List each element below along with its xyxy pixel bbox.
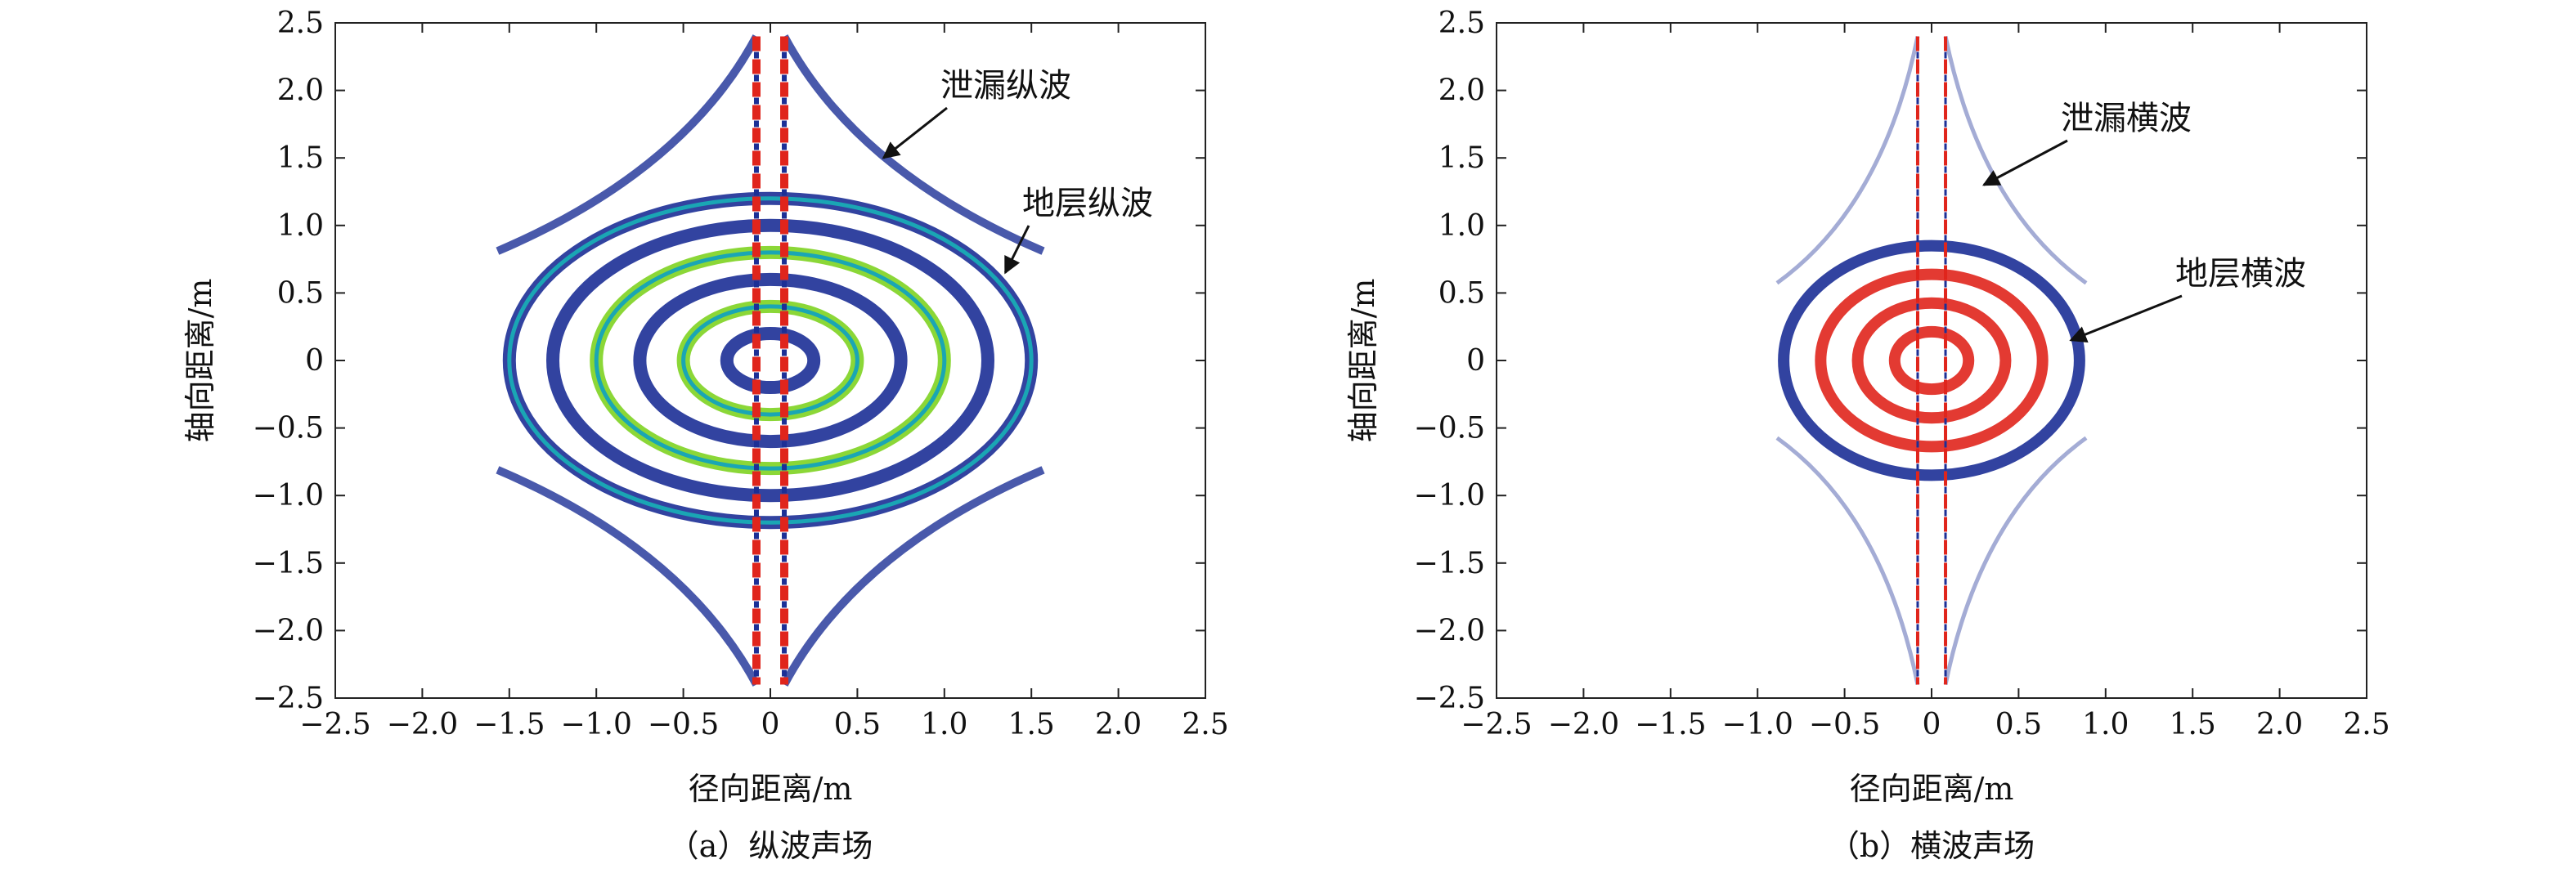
formation-wavefront-ring xyxy=(546,218,994,503)
x-tick-label: 1.5 xyxy=(1008,708,1055,741)
x-tick-label: 2.5 xyxy=(2343,708,2390,741)
formation-wavefront-ring xyxy=(1778,240,2085,481)
formation-wavefront-ring xyxy=(1888,325,1975,396)
y-tick-label: −1.5 xyxy=(1414,547,1485,580)
y-tick-label: 1.0 xyxy=(1438,209,1485,243)
panel-b-shear: −2.5 −2.0 −1.5 −1.0 −0.5 0 0.5 1.0 1.5 2.0 2.5 2.5 2… xyxy=(1345,7,2390,864)
panel-a-x-axis-label: 径向距离/m xyxy=(689,771,853,807)
x-tick-label: 2.0 xyxy=(1095,708,1142,741)
y-tick-label: −0.5 xyxy=(253,412,324,445)
x-tick-label: 1.5 xyxy=(2170,708,2216,741)
annotation-arrow xyxy=(882,106,948,159)
y-tick-label: 2.5 xyxy=(277,7,324,40)
x-tick-label: −0.5 xyxy=(1809,708,1880,741)
formation-wavefront-ring-inner xyxy=(594,250,947,471)
y-tick-label: 0.5 xyxy=(277,276,324,310)
panel-a-longitudinal: −2.5 −2.0 −1.5 −1.0 −0.5 0 0.5 1.0 1.5 2.0 2.5 2.5 2… xyxy=(182,7,1229,864)
x-tick-label: −1.0 xyxy=(1721,708,1793,741)
panel-a-caption: （a）纵波声场 xyxy=(668,828,873,864)
panel-b-x-axis-label: 径向距离/m xyxy=(1850,771,2014,807)
panel-b-ticks: −2.5 −2.0 −1.5 −1.0 −0.5 0 0.5 1.0 1.5 2.0 2.5 2.5 2… xyxy=(1414,7,2390,741)
x-tick-label: 1.0 xyxy=(2082,708,2129,741)
x-tick-label: 0 xyxy=(761,708,780,741)
y-tick-label: −0.5 xyxy=(1414,412,1485,445)
formation-wavefront-ring xyxy=(1851,297,2012,424)
y-tick-label: −2.0 xyxy=(1414,614,1485,647)
leaky-wave-cone xyxy=(1943,436,2088,685)
panel-b-caption: （b）横波声场 xyxy=(1829,828,2035,864)
x-tick-label: −2.5 xyxy=(299,708,370,741)
x-tick-label: 2.5 xyxy=(1182,708,1228,741)
x-tick-label: 0.5 xyxy=(1995,708,2042,741)
x-tick-label: −1.5 xyxy=(473,708,545,741)
x-tick-label: 0 xyxy=(1923,708,1941,741)
leaky-wave-cone xyxy=(496,34,761,255)
x-tick-label: 2.0 xyxy=(2256,708,2303,741)
x-tick-label: −0.5 xyxy=(648,708,719,741)
y-tick-label: 1.5 xyxy=(277,141,324,175)
annotation-label: 地层横波 xyxy=(2175,255,2306,293)
y-tick-label: −2.0 xyxy=(253,614,324,647)
formation-wavefront-ring xyxy=(633,272,908,449)
formation-wavefront-ring xyxy=(1815,268,2049,453)
panel-b-wavefield xyxy=(1775,36,2088,685)
x-tick-label: −2.0 xyxy=(387,708,458,741)
leaky-wave-cone xyxy=(1775,36,1920,285)
annotation-label: 泄漏纵波 xyxy=(940,67,1071,105)
leaky-wave-cone xyxy=(496,466,761,687)
panel-b-plot-frame xyxy=(1496,22,2367,699)
leaky-wave-cone xyxy=(1775,436,1920,685)
formation-wavefront-ring-inner xyxy=(507,196,1034,525)
y-tick-label: −1.0 xyxy=(1414,479,1485,513)
panel-a-plot-frame xyxy=(334,22,1206,699)
y-tick-label: 2.0 xyxy=(1438,74,1485,108)
annotation-arrow xyxy=(2069,294,2183,342)
y-tick-label: 2.5 xyxy=(1438,7,1485,40)
annotation-arrow xyxy=(1003,225,1030,275)
y-tick-label: −1.5 xyxy=(253,547,324,580)
y-tick-label: 1.5 xyxy=(1438,141,1485,175)
annotation-label: 泄漏横波 xyxy=(2061,100,2192,137)
x-tick-label: −1.5 xyxy=(1635,708,1706,741)
y-tick-label: −1.0 xyxy=(253,479,324,513)
annotation-label: 地层纵波 xyxy=(1022,185,1153,222)
y-tick-label: 0 xyxy=(305,344,324,378)
y-tick-label: 2.0 xyxy=(277,74,324,108)
panel-b-y-axis-label: 轴向距离/m xyxy=(1345,279,1381,443)
annotation-arrow xyxy=(1981,139,2068,186)
y-tick-label: 1.0 xyxy=(277,209,324,243)
y-tick-label: 0.5 xyxy=(1438,276,1485,310)
x-tick-label: −2.5 xyxy=(1461,708,1532,741)
panel-a-ticks: −2.5 −2.0 −1.5 −1.0 −0.5 0 0.5 1.0 1.5 2.0 2.5 2.5 2… xyxy=(253,7,1229,741)
y-tick-label: −2.5 xyxy=(1414,682,1485,715)
leaky-wave-cone xyxy=(780,466,1045,687)
x-tick-label: 1.0 xyxy=(921,708,967,741)
formation-wavefront-ring xyxy=(720,326,821,395)
panel-a-y-axis-label: 轴向距离/m xyxy=(182,279,218,443)
x-tick-label: −1.0 xyxy=(560,708,631,741)
x-tick-label: 0.5 xyxy=(834,708,881,741)
formation-wavefront-ring-inner xyxy=(681,304,859,417)
panel-a-wavefield xyxy=(496,34,1045,687)
y-tick-label: −2.5 xyxy=(253,682,324,715)
y-tick-label: 0 xyxy=(1466,344,1485,378)
x-tick-label: −2.0 xyxy=(1548,708,1619,741)
